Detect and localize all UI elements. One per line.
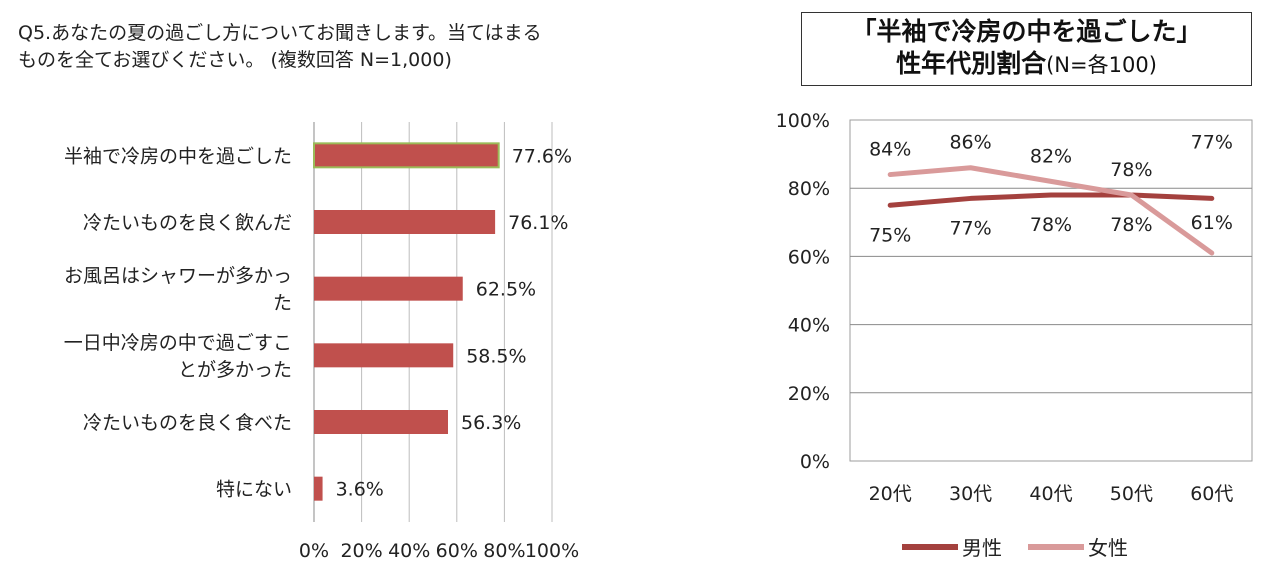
x-tick-label: 60代 <box>1190 483 1233 505</box>
question-line-2: ものを全てお選びください。 (複数回答 N=1,000) <box>18 49 452 71</box>
category-label: 冷たいものを良く食べた <box>83 412 292 434</box>
y-tick-label: 80% <box>788 178 830 200</box>
title-line-2: 性年代別割合(N=各100) <box>802 48 1251 81</box>
y-tick-label: 20% <box>788 383 830 405</box>
bar-value-label: 76.1% <box>508 212 568 234</box>
x-tick-label: 30代 <box>949 483 992 505</box>
bar <box>314 343 454 368</box>
bar <box>313 142 500 169</box>
category-label: 特にない <box>216 479 292 501</box>
category-label: 一日中冷房の中で過ごすこ <box>64 332 292 354</box>
x-tick-label: 100% <box>525 540 579 562</box>
bar-value-label: 58.5% <box>466 345 526 367</box>
x-tick-label: 50代 <box>1110 483 1153 505</box>
bar-chart: 0% 20% 40% 60% 80% 100% 77.6% 半袖で冷房の中を過ごした 76.1%… <box>64 122 579 562</box>
legend-label-male: 男性 <box>962 536 1002 560</box>
bar <box>314 410 448 434</box>
data-label-male: 78% <box>1030 214 1072 236</box>
title-line-2-sample: (N=各100) <box>1046 53 1157 77</box>
bar <box>314 476 323 501</box>
y-tick-label: 100% <box>776 110 830 132</box>
legend-label-female: 女性 <box>1088 536 1128 560</box>
y-tick-label: 60% <box>788 246 830 268</box>
bar <box>314 210 496 234</box>
legend-item-male: 男性 <box>902 532 1002 561</box>
question-text: Q5.あなたの夏の過ごし方についてお聞きします。当てはまる ものを全てお選びくだ… <box>18 20 658 74</box>
category-label: 半袖で冷房の中を過ごした <box>64 145 292 167</box>
question-line-1: Q5.あなたの夏の過ごし方についてお聞きします。当てはまる <box>18 22 542 44</box>
line-chart-title: 「半袖で冷房の中を過ごした」 性年代別割合(N=各100) <box>801 12 1252 86</box>
data-label-male: 78% <box>1110 214 1152 236</box>
bar-value-label: 77.6% <box>512 145 572 167</box>
legend-item-female: 女性 <box>1028 532 1128 561</box>
x-tick-label: 20代 <box>869 483 912 505</box>
data-label-female: 84% <box>869 139 911 161</box>
x-tick-label: 40% <box>388 540 430 562</box>
title-line-1: 「半袖で冷房の中を過ごした」 <box>851 17 1202 46</box>
series-line-female <box>887 165 1215 256</box>
bar <box>314 276 463 301</box>
category-label: 冷たいものを良く飲んだ <box>83 212 292 234</box>
bar-value-label: 56.3% <box>461 412 521 434</box>
bar-value-label: 3.6% <box>336 479 384 501</box>
y-tick-label: 0% <box>800 451 830 473</box>
y-tick-label: 40% <box>788 315 830 337</box>
category-label: とが多かった <box>178 359 292 381</box>
x-tick-label: 40代 <box>1029 483 1072 505</box>
data-label-female: 61% <box>1191 212 1233 234</box>
legend-swatch-male <box>902 543 958 550</box>
data-label-female: 86% <box>949 132 991 154</box>
title-line-2-main: 性年代別割合 <box>896 49 1047 78</box>
category-label: お風呂はシャワーが多かっ <box>64 265 292 287</box>
data-label-male-last: 77% <box>1191 132 1233 154</box>
x-tick-label: 0% <box>299 540 329 562</box>
data-label-male: 75% <box>869 224 911 246</box>
legend-swatch-female <box>1028 543 1084 550</box>
x-tick-label: 80% <box>483 540 525 562</box>
data-label-female: 78% <box>1110 159 1152 181</box>
data-label-male: 77% <box>949 217 991 239</box>
category-label: た <box>273 292 292 314</box>
x-tick-label: 60% <box>436 540 478 562</box>
bar-value-label: 62.5% <box>476 279 536 301</box>
x-tick-label: 20% <box>340 540 382 562</box>
series-line-male <box>887 192 1215 208</box>
plot-area-border <box>849 119 1253 462</box>
data-label-female: 82% <box>1030 145 1072 167</box>
